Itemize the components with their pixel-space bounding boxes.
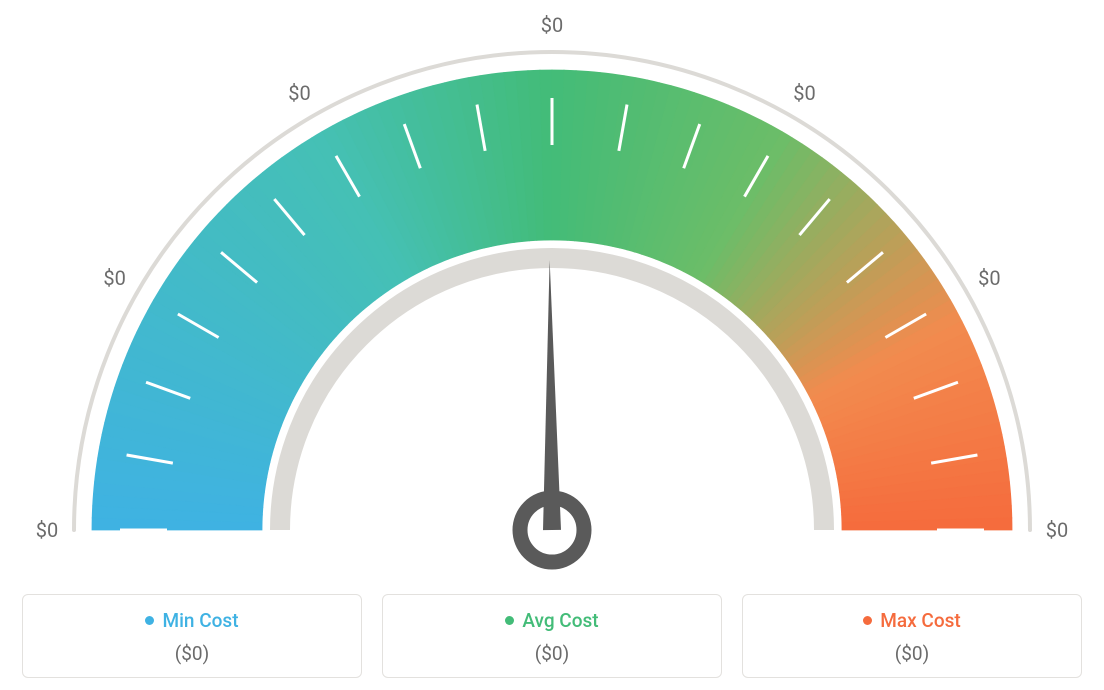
dot-icon	[505, 616, 514, 625]
cost-gauge-infographic: $0 $0 $0 $0 $0 $0 $0 Min Cost ($0) Avg Cost ($…	[0, 0, 1104, 690]
dot-icon	[145, 616, 154, 625]
legend-card-min: Min Cost ($0)	[22, 594, 362, 678]
legend-title-avg: Avg Cost	[505, 609, 598, 632]
legend-title-max: Max Cost	[863, 609, 960, 632]
legend-value: ($0)	[393, 642, 711, 665]
gauge-chart: $0 $0 $0 $0 $0 $0 $0	[22, 10, 1082, 570]
legend-card-max: Max Cost ($0)	[742, 594, 1082, 678]
legend-title-min: Min Cost	[145, 609, 238, 632]
legend-value: ($0)	[33, 642, 351, 665]
scale-label: $0	[1046, 518, 1068, 542]
scale-label: $0	[541, 13, 563, 37]
legend-row: Min Cost ($0) Avg Cost ($0) Max Cost ($0…	[22, 594, 1082, 678]
scale-label: $0	[288, 81, 310, 105]
legend-label: Min Cost	[162, 609, 238, 632]
legend-label: Avg Cost	[522, 609, 598, 632]
legend-label: Max Cost	[880, 609, 960, 632]
legend-value: ($0)	[753, 642, 1071, 665]
scale-label: $0	[978, 266, 1000, 290]
scale-label: $0	[793, 81, 815, 105]
legend-card-avg: Avg Cost ($0)	[382, 594, 722, 678]
scale-label: $0	[36, 518, 58, 542]
gauge-svg	[22, 10, 1082, 570]
dot-icon	[863, 616, 872, 625]
scale-label: $0	[103, 266, 125, 290]
